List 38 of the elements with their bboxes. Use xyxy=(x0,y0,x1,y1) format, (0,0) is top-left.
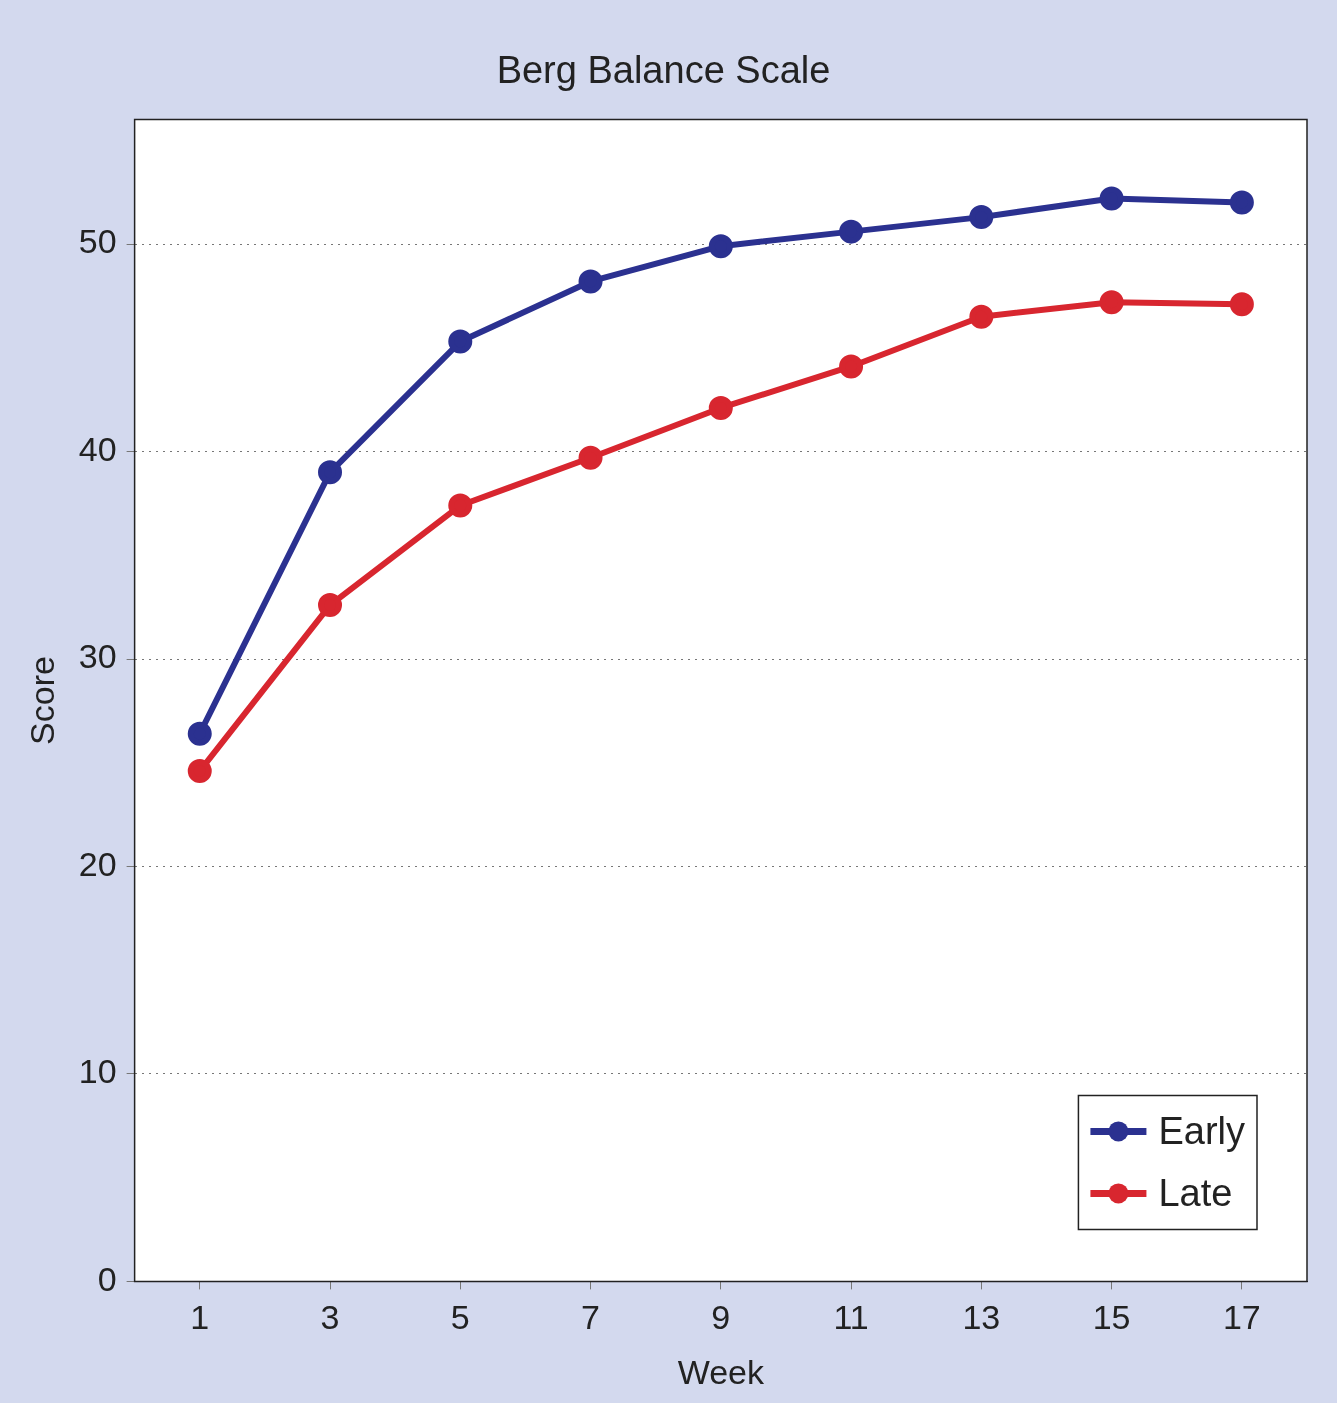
x-tick-label: 13 xyxy=(962,1298,1001,1337)
x-tick-label: 7 xyxy=(581,1298,601,1337)
point xyxy=(448,493,473,518)
x-tick-label: 5 xyxy=(450,1298,470,1337)
point xyxy=(448,329,473,354)
x-tick-label: 17 xyxy=(1222,1298,1261,1337)
x-tick-label: 15 xyxy=(1092,1298,1131,1337)
y-tick-label: 30 xyxy=(78,637,117,676)
legend-label: Early xyxy=(1158,1109,1245,1152)
x-tick-label: 1 xyxy=(190,1298,210,1337)
point xyxy=(1099,290,1124,315)
point xyxy=(839,219,864,244)
x-axis-title: Week xyxy=(677,1352,765,1391)
point xyxy=(708,234,733,259)
point xyxy=(969,205,994,230)
point xyxy=(1229,190,1254,215)
point xyxy=(1099,186,1124,211)
x-tick-label: 3 xyxy=(320,1298,340,1337)
y-tick-label: 0 xyxy=(97,1259,117,1298)
y-axis-title: Score xyxy=(22,656,61,745)
point xyxy=(187,721,212,746)
x-tick-label: 11 xyxy=(833,1298,869,1337)
y-tick-label: 20 xyxy=(78,844,117,883)
point xyxy=(839,354,864,379)
y-tick-label: 40 xyxy=(78,429,117,468)
point xyxy=(708,395,733,420)
chart-title: Berg Balance Scale xyxy=(496,49,831,92)
point xyxy=(578,445,603,470)
point xyxy=(318,593,343,618)
y-tick-label: 10 xyxy=(78,1052,117,1091)
x-tick-label: 9 xyxy=(711,1298,731,1337)
point xyxy=(318,460,343,485)
point xyxy=(1229,292,1254,317)
y-tick-label: 50 xyxy=(78,222,117,261)
point xyxy=(578,269,603,294)
point xyxy=(969,304,994,329)
point xyxy=(187,759,212,784)
legend-label: Late xyxy=(1158,1171,1233,1214)
